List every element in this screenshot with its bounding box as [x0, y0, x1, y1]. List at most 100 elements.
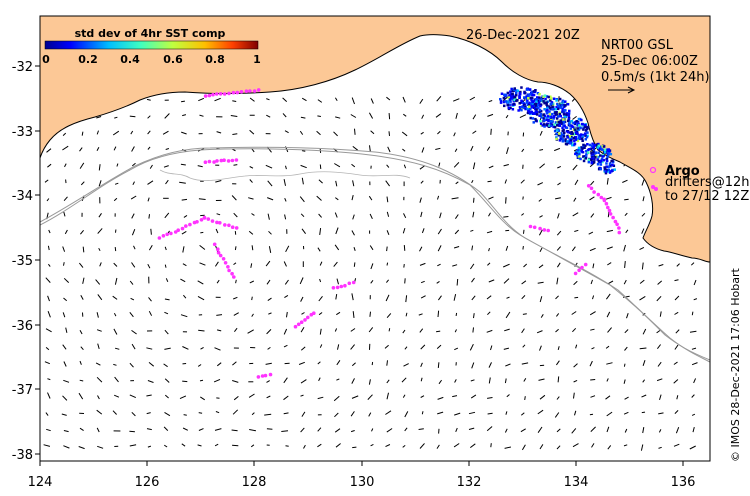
- current-vector: [62, 395, 68, 401]
- current-vector: [129, 362, 134, 368]
- current-vector: [96, 147, 100, 152]
- sst-pixel: [604, 167, 607, 171]
- current-vector: [557, 376, 560, 383]
- sst-pixel: [571, 132, 574, 135]
- current-vector: [468, 411, 476, 415]
- current-vector: [97, 343, 100, 350]
- sst-pixel: [546, 100, 550, 103]
- current-vector: [539, 345, 542, 351]
- sst-pixel: [568, 109, 571, 113]
- sst-pixel: [572, 121, 575, 125]
- current-vector: [369, 213, 373, 220]
- current-vector: [183, 294, 187, 299]
- drifter-legend-icon: [651, 185, 658, 191]
- drifter-position: [351, 280, 356, 285]
- current-vector: [79, 360, 82, 365]
- current-vector: [147, 180, 154, 185]
- drifter-position: [617, 230, 622, 235]
- current-vector: [403, 245, 406, 251]
- current-vector: [96, 312, 99, 318]
- current-vector: [267, 180, 273, 187]
- current-vector: [112, 295, 118, 300]
- sst-pixel: [518, 102, 521, 105]
- sst-pixel: [572, 133, 576, 136]
- current-vector: [251, 213, 255, 216]
- sst-pixel: [562, 113, 566, 116]
- sst-pixel: [577, 134, 581, 137]
- current-vector: [45, 277, 51, 283]
- current-vector: [437, 130, 441, 135]
- sst-pixel: [546, 104, 549, 108]
- current-vector: [131, 329, 137, 335]
- lon-tick-label: 130: [350, 475, 375, 490]
- sst-pixel: [516, 99, 519, 102]
- drifter-position: [206, 217, 211, 221]
- current-vector: [113, 262, 118, 267]
- current-vector: [303, 444, 306, 449]
- drifter-position: [218, 92, 223, 96]
- current-vector: [402, 394, 406, 398]
- current-vector: [539, 149, 544, 151]
- current-vector: [572, 164, 578, 171]
- drifter-position: [210, 219, 215, 223]
- current-vector: [573, 197, 577, 202]
- drifter-position: [227, 91, 231, 96]
- sst-pixel: [557, 129, 561, 132]
- current-vector: [213, 378, 221, 383]
- sst-pixel: [609, 164, 613, 167]
- current-vector: [641, 262, 644, 270]
- current-vector: [419, 98, 424, 104]
- sst-pixel: [532, 93, 536, 97]
- current-vector: [472, 114, 477, 120]
- current-vector: [268, 312, 272, 315]
- current-vector: [199, 262, 206, 266]
- current-vector: [486, 426, 493, 432]
- current-vector: [182, 346, 189, 350]
- current-vector: [352, 311, 355, 318]
- current-vector: [574, 179, 579, 186]
- current-vector: [248, 393, 255, 398]
- sst-pixel: [557, 120, 560, 124]
- current-vector: [436, 330, 441, 333]
- sst-pixel: [545, 111, 549, 115]
- current-vector: [689, 330, 697, 333]
- current-vector: [214, 428, 222, 431]
- current-vector: [656, 295, 662, 302]
- sst-pixel: [597, 159, 601, 163]
- drifter-position: [596, 192, 601, 197]
- drifter-position: [169, 231, 173, 236]
- current-vector: [385, 294, 390, 302]
- drifter-position: [331, 286, 336, 290]
- sst-pixel: [504, 93, 507, 97]
- current-vector: [693, 378, 697, 384]
- sst-pixel: [561, 107, 564, 110]
- current-vector: [251, 313, 254, 317]
- current-vector: [623, 379, 626, 384]
- current-vector: [164, 347, 171, 350]
- drifter-position: [260, 374, 265, 378]
- current-vector: [539, 215, 543, 218]
- current-vector: [658, 264, 664, 267]
- current-vector: [149, 164, 153, 169]
- sst-pixel: [517, 109, 520, 112]
- current-vector: [131, 343, 136, 350]
- sst-pixel: [548, 113, 552, 116]
- sst-pixel: [599, 160, 602, 164]
- sst-pixel: [534, 117, 537, 121]
- current-vector: [421, 147, 425, 153]
- current-vector: [452, 264, 458, 267]
- drifter-position: [230, 158, 235, 163]
- current-vector: [421, 114, 425, 119]
- sst-pixel: [575, 131, 578, 135]
- drifter-position: [580, 265, 584, 270]
- current-vector: [251, 245, 254, 251]
- current-vector: [336, 378, 340, 381]
- sst-pixel: [575, 120, 578, 123]
- current-vector: [131, 411, 136, 417]
- current-vector: [317, 396, 324, 400]
- drifter-position: [223, 223, 227, 227]
- current-vector: [605, 395, 611, 400]
- drifter-position: [234, 226, 239, 230]
- sst-pixel: [593, 158, 596, 161]
- current-vector: [624, 428, 628, 433]
